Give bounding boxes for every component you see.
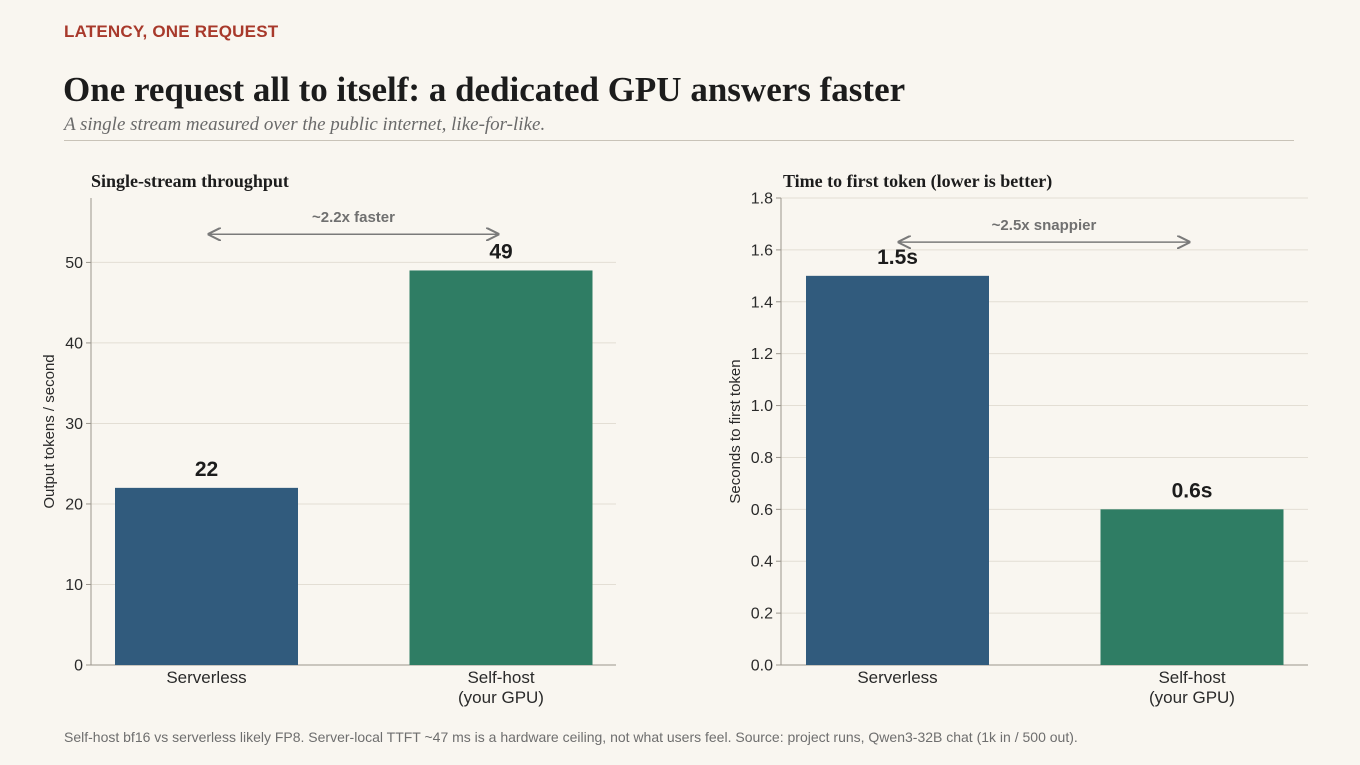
- throughput-value-label: 22: [195, 458, 218, 481]
- ttft-ytick-label: 1.4: [751, 294, 773, 311]
- throughput-ytick-label: 0: [74, 658, 83, 675]
- ttft-ytick-label: 0.2: [751, 606, 773, 623]
- kicker-label: LATENCY, ONE REQUEST: [64, 22, 279, 41]
- throughput-chart: Single-stream throughput 0 10 20 30 40 50 Outpu…: [41, 171, 616, 707]
- ttft-ytick-label: 1.6: [751, 242, 773, 259]
- page-subtitle: A single stream measured over the public…: [64, 114, 546, 135]
- ttft-y-axis-title: Seconds to first token: [727, 359, 744, 503]
- ttft-ytick-label: 0.4: [751, 554, 773, 571]
- ttft-category-label: Self-host: [1158, 668, 1225, 687]
- page-title: One request all to itself: a dedicated G…: [63, 70, 906, 109]
- throughput-ytick-label: 20: [65, 496, 83, 513]
- ttft-chart: Time to first token (lower is better) 0.0…: [727, 171, 1308, 707]
- ttft-bar-selfhost: [1100, 509, 1284, 665]
- throughput-ytick-label: 50: [65, 255, 83, 272]
- ttft-bar-serverless: [806, 275, 989, 665]
- throughput-ytick-label: 40: [65, 335, 83, 352]
- throughput-bar-serverless: [115, 487, 298, 665]
- ttft-chart-title: Time to first token (lower is better): [783, 171, 1052, 192]
- ttft-value-label: 1.5s: [877, 246, 918, 269]
- ttft-ytick-label: 0.0: [751, 658, 773, 675]
- ttft-ytick-label: 1.0: [751, 398, 773, 415]
- footnote: Self-host bf16 vs serverless likely FP8.…: [64, 729, 1078, 745]
- throughput-ytick-label: 10: [65, 577, 83, 594]
- ttft-category-label: (your GPU): [1149, 688, 1235, 707]
- ttft-ytick-label: 0.6: [751, 502, 773, 519]
- throughput-category-label: Self-host: [467, 668, 534, 687]
- ttft-category-label: Serverless: [857, 668, 937, 687]
- ttft-comparison-label: ~2.5x snappier: [992, 217, 1097, 234]
- throughput-bar-selfhost: [409, 270, 593, 665]
- throughput-category-label: Serverless: [166, 668, 246, 687]
- ttft-ytick-label: 1.8: [751, 191, 773, 208]
- ttft-ytick-label: 1.2: [751, 346, 773, 363]
- throughput-ytick-label: 30: [65, 416, 83, 433]
- throughput-value-label: 49: [489, 240, 512, 263]
- ttft-ytick-label: 0.8: [751, 450, 773, 467]
- throughput-y-axis-title: Output tokens / second: [41, 354, 58, 508]
- throughput-comparison-label: ~2.2x faster: [312, 209, 395, 226]
- throughput-category-label: (your GPU): [458, 688, 544, 707]
- header-divider: [64, 140, 1294, 141]
- ttft-value-label: 0.6s: [1172, 479, 1213, 502]
- throughput-chart-title: Single-stream throughput: [91, 171, 289, 191]
